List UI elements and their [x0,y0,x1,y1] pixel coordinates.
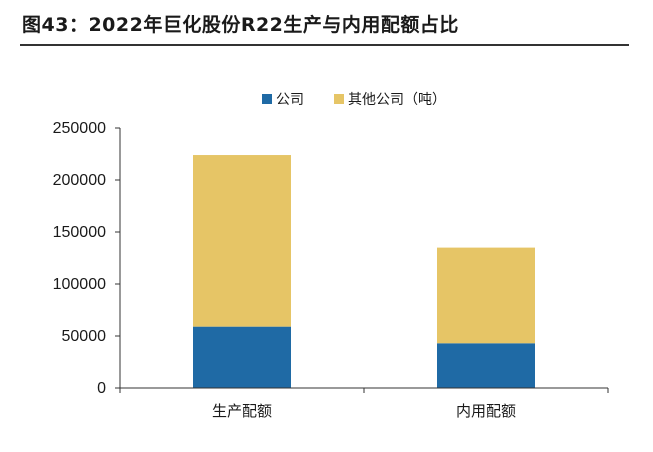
chart-axes: 0 50000 100000 150000 200000 250000 生产配额 内用配额 [53,120,609,420]
figure-title: 图43：2022年巨化股份R22生产与内用配额占比 [22,14,459,36]
legend-label: 其他公司（吨） [348,92,446,108]
legend-swatch [262,94,272,104]
y-tick-label: 150000 [53,224,106,241]
y-tick-label: 200000 [53,172,106,189]
x-category-label: 内用配额 [456,402,516,420]
y-tick-label: 100000 [53,276,106,293]
y-tick-label: 50000 [62,328,107,345]
bar-group [193,155,535,388]
x-category-label: 生产配额 [212,402,272,420]
chart-legend: 公司 其他公司（吨） [262,92,446,108]
legend-swatch [334,94,344,104]
bar-1-1 [193,326,291,388]
legend-label: 公司 [276,92,304,108]
bar-2-2 [437,247,535,344]
title-rule [20,44,629,46]
bar-2-1 [193,155,291,327]
y-tick-label: 0 [97,380,106,397]
y-tick-label: 250000 [53,120,106,137]
bar-1-2 [437,343,535,388]
